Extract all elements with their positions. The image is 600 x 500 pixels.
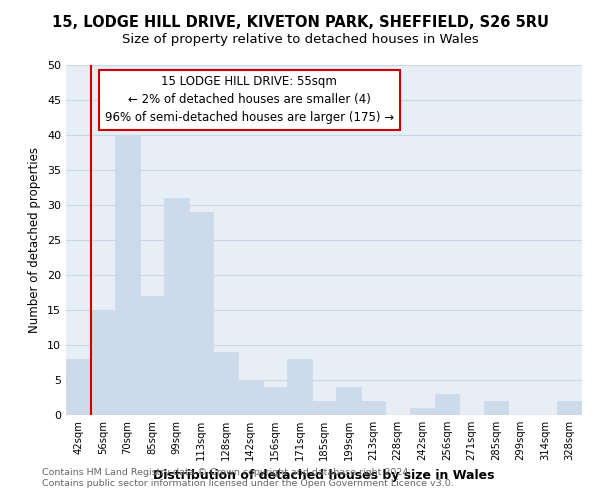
Bar — [361, 401, 385, 415]
Y-axis label: Number of detached properties: Number of detached properties — [28, 147, 41, 333]
Bar — [336, 387, 361, 415]
Bar — [140, 296, 164, 415]
Bar — [287, 359, 312, 415]
Bar — [238, 380, 263, 415]
X-axis label: Distribution of detached houses by size in Wales: Distribution of detached houses by size … — [153, 468, 495, 481]
Text: Contains HM Land Registry data © Crown copyright and database right 2024.
Contai: Contains HM Land Registry data © Crown c… — [42, 468, 454, 487]
Bar — [263, 387, 287, 415]
Text: Size of property relative to detached houses in Wales: Size of property relative to detached ho… — [122, 32, 478, 46]
Text: 15 LODGE HILL DRIVE: 55sqm
← 2% of detached houses are smaller (4)
96% of semi-d: 15 LODGE HILL DRIVE: 55sqm ← 2% of detac… — [104, 76, 394, 124]
Bar — [66, 359, 91, 415]
Bar — [312, 401, 336, 415]
Bar — [214, 352, 238, 415]
Bar — [484, 401, 508, 415]
Bar — [410, 408, 434, 415]
Bar — [189, 212, 214, 415]
Bar — [91, 310, 115, 415]
Text: 15, LODGE HILL DRIVE, KIVETON PARK, SHEFFIELD, S26 5RU: 15, LODGE HILL DRIVE, KIVETON PARK, SHEF… — [52, 15, 548, 30]
Bar — [557, 401, 582, 415]
Bar — [434, 394, 459, 415]
Bar — [164, 198, 189, 415]
Bar — [115, 135, 140, 415]
